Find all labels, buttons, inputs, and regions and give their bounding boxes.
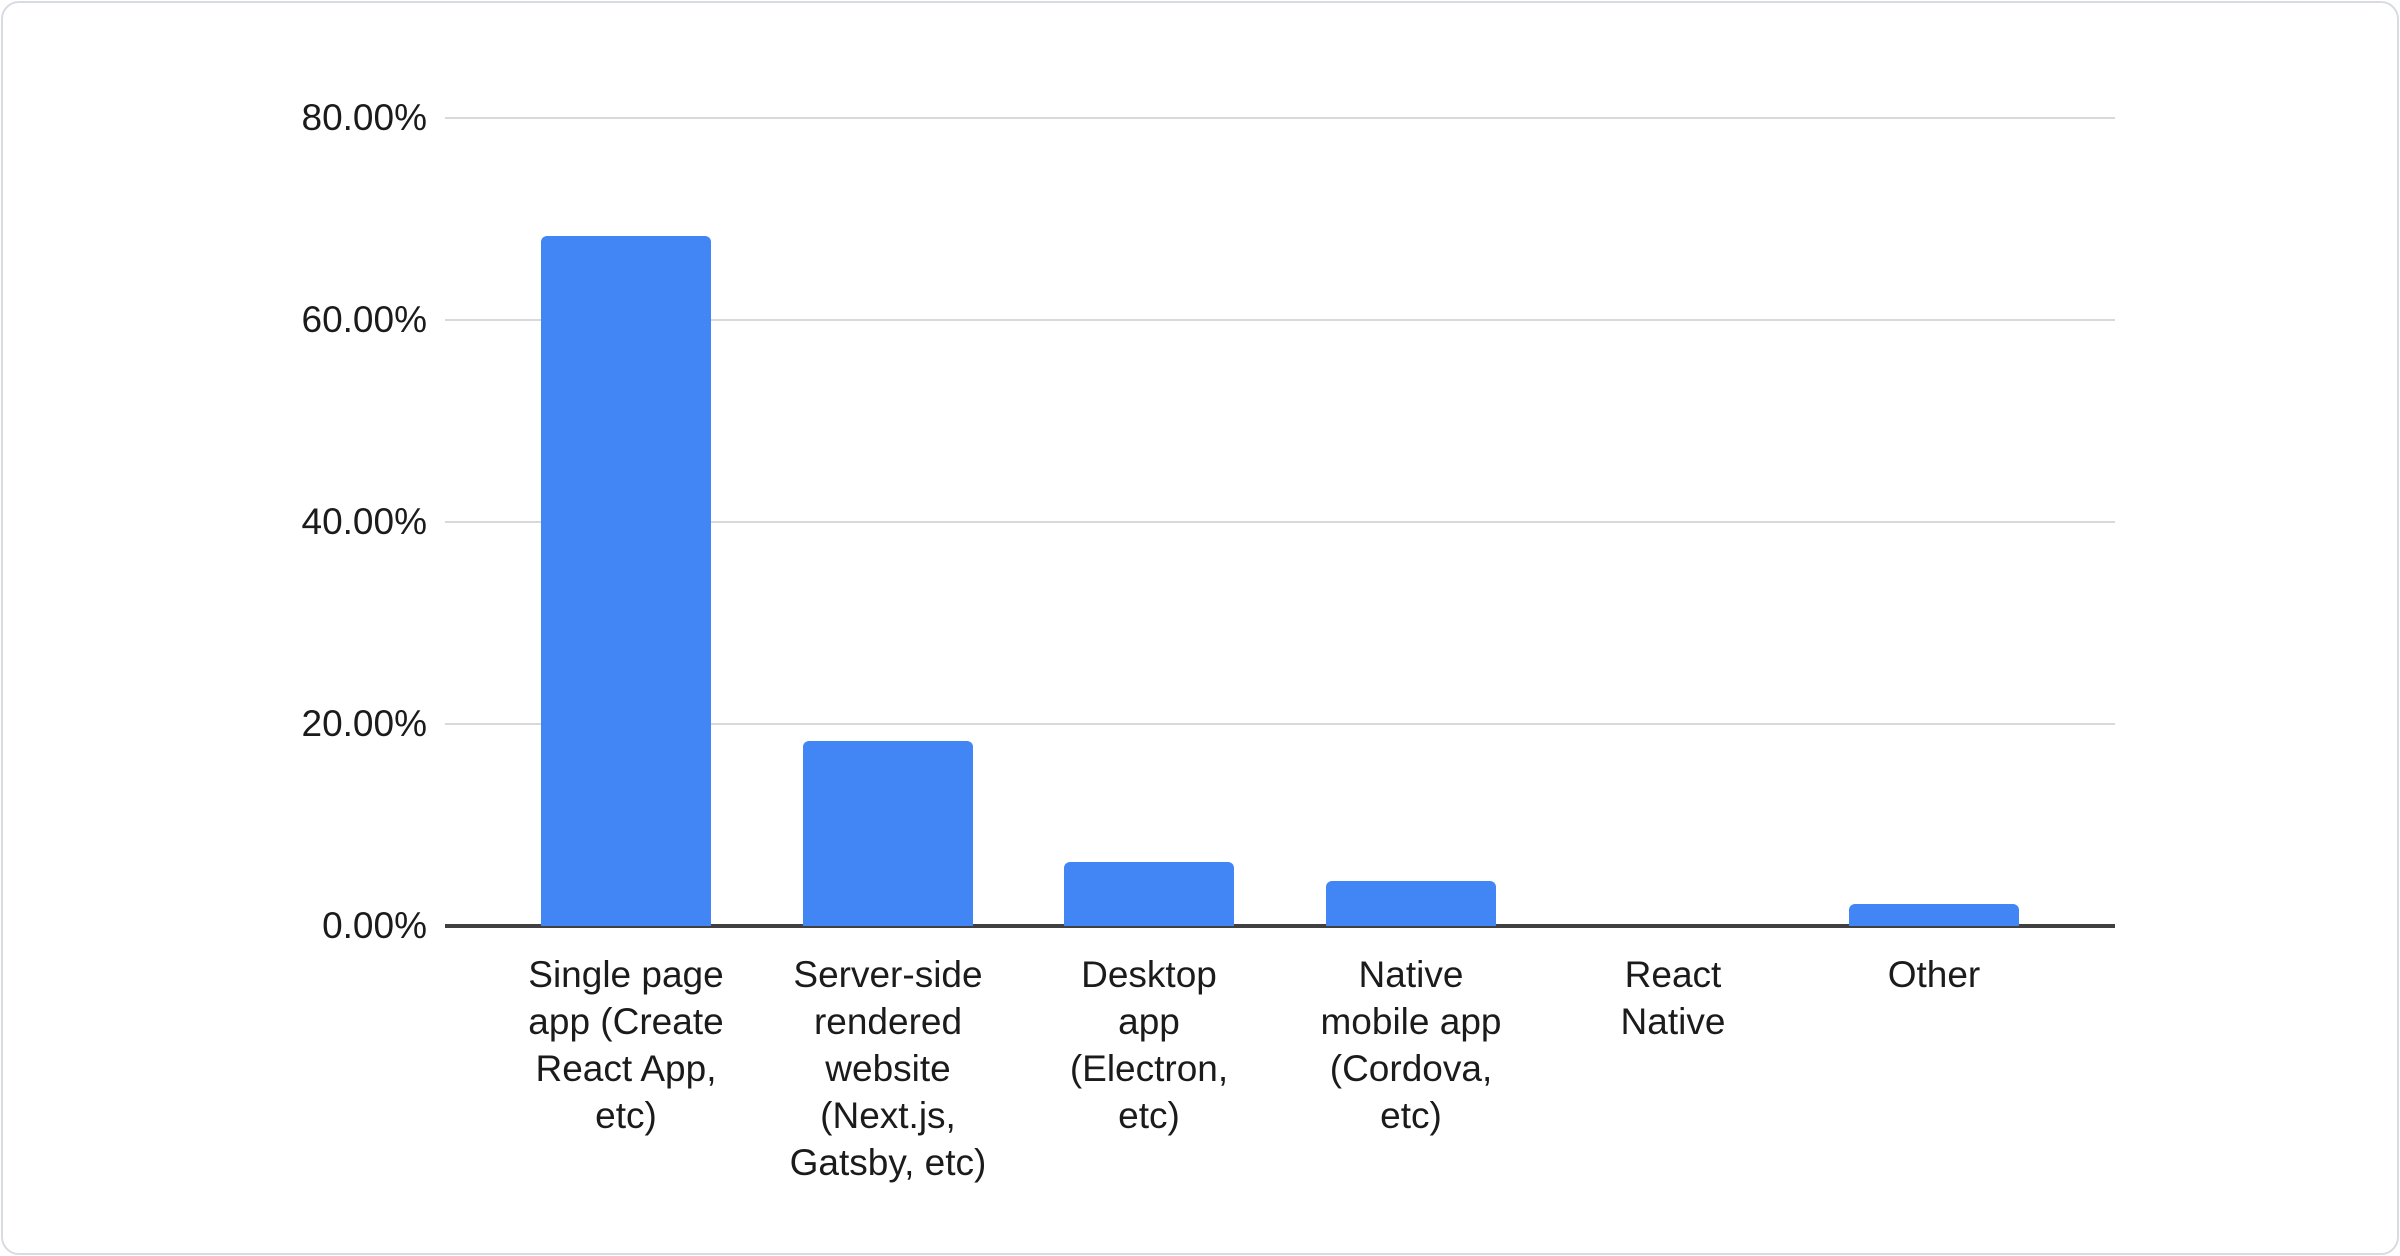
bar-6[interactable] [1849,904,2019,926]
bar-4[interactable] [1326,881,1496,926]
category-label-line: Gatsby, etc) [789,1142,987,1183]
category-label-line: rendered [813,1001,963,1042]
x-axis-category-label: Desktop app (Electron, etc) [999,951,1299,1139]
category-label-line: mobile app [1320,1001,1502,1042]
category-label-line: website [825,1048,951,1089]
x-axis-category-label: Other [1784,951,2084,998]
category-label-line: Native [1620,1001,1726,1042]
category-label-line: etc) [1380,1095,1442,1136]
category-label-line: (Electron, [1069,1048,1229,1089]
category-label-line: Server-side [793,954,983,995]
category-label-line: React [1624,954,1722,995]
category-label-line: Native [1358,954,1464,995]
y-axis-tick-label: 40.00% [301,501,428,542]
gridline-20 [445,723,2115,725]
y-axis-tick-label: 20.00% [301,703,428,744]
category-label-line: etc) [595,1095,657,1136]
bar-1[interactable] [541,236,711,926]
bar-2[interactable] [803,741,973,926]
category-label-line: app [1118,1001,1180,1042]
category-label-line: (Cordova, [1329,1048,1493,1089]
y-axis-tick-label: 60.00% [301,299,428,340]
category-label-line: Desktop [1081,954,1217,995]
gridline-60 [445,319,2115,321]
category-label-line: app (Create [528,1001,724,1042]
x-axis-line [445,924,2115,928]
x-axis-category-label: Single page app (Create React App, etc) [476,951,776,1139]
category-label-line: Single page [528,954,724,995]
gridline-80 [445,117,2115,119]
x-axis-category-label: Native mobile app (Cordova, etc) [1261,951,1561,1139]
category-label-line: React App, [535,1048,717,1089]
gridline-40 [445,521,2115,523]
x-axis-category-label: React Native [1523,951,1823,1045]
y-axis-tick-label: 0.00% [322,905,427,946]
category-label-line: (Next.js, [820,1095,956,1136]
bar-chart: 80.00% 60.00% 40.00% 20.00% 0.00% Single page… [3,3,2399,1255]
y-axis-tick-label: 80.00% [301,97,428,138]
bar-3[interactable] [1064,862,1234,926]
category-label-line: etc) [1118,1095,1180,1136]
category-label-line: Other [1887,954,1981,995]
x-axis-category-label: Server-side rendered website (Next.js, Gatsb… [738,951,1038,1186]
